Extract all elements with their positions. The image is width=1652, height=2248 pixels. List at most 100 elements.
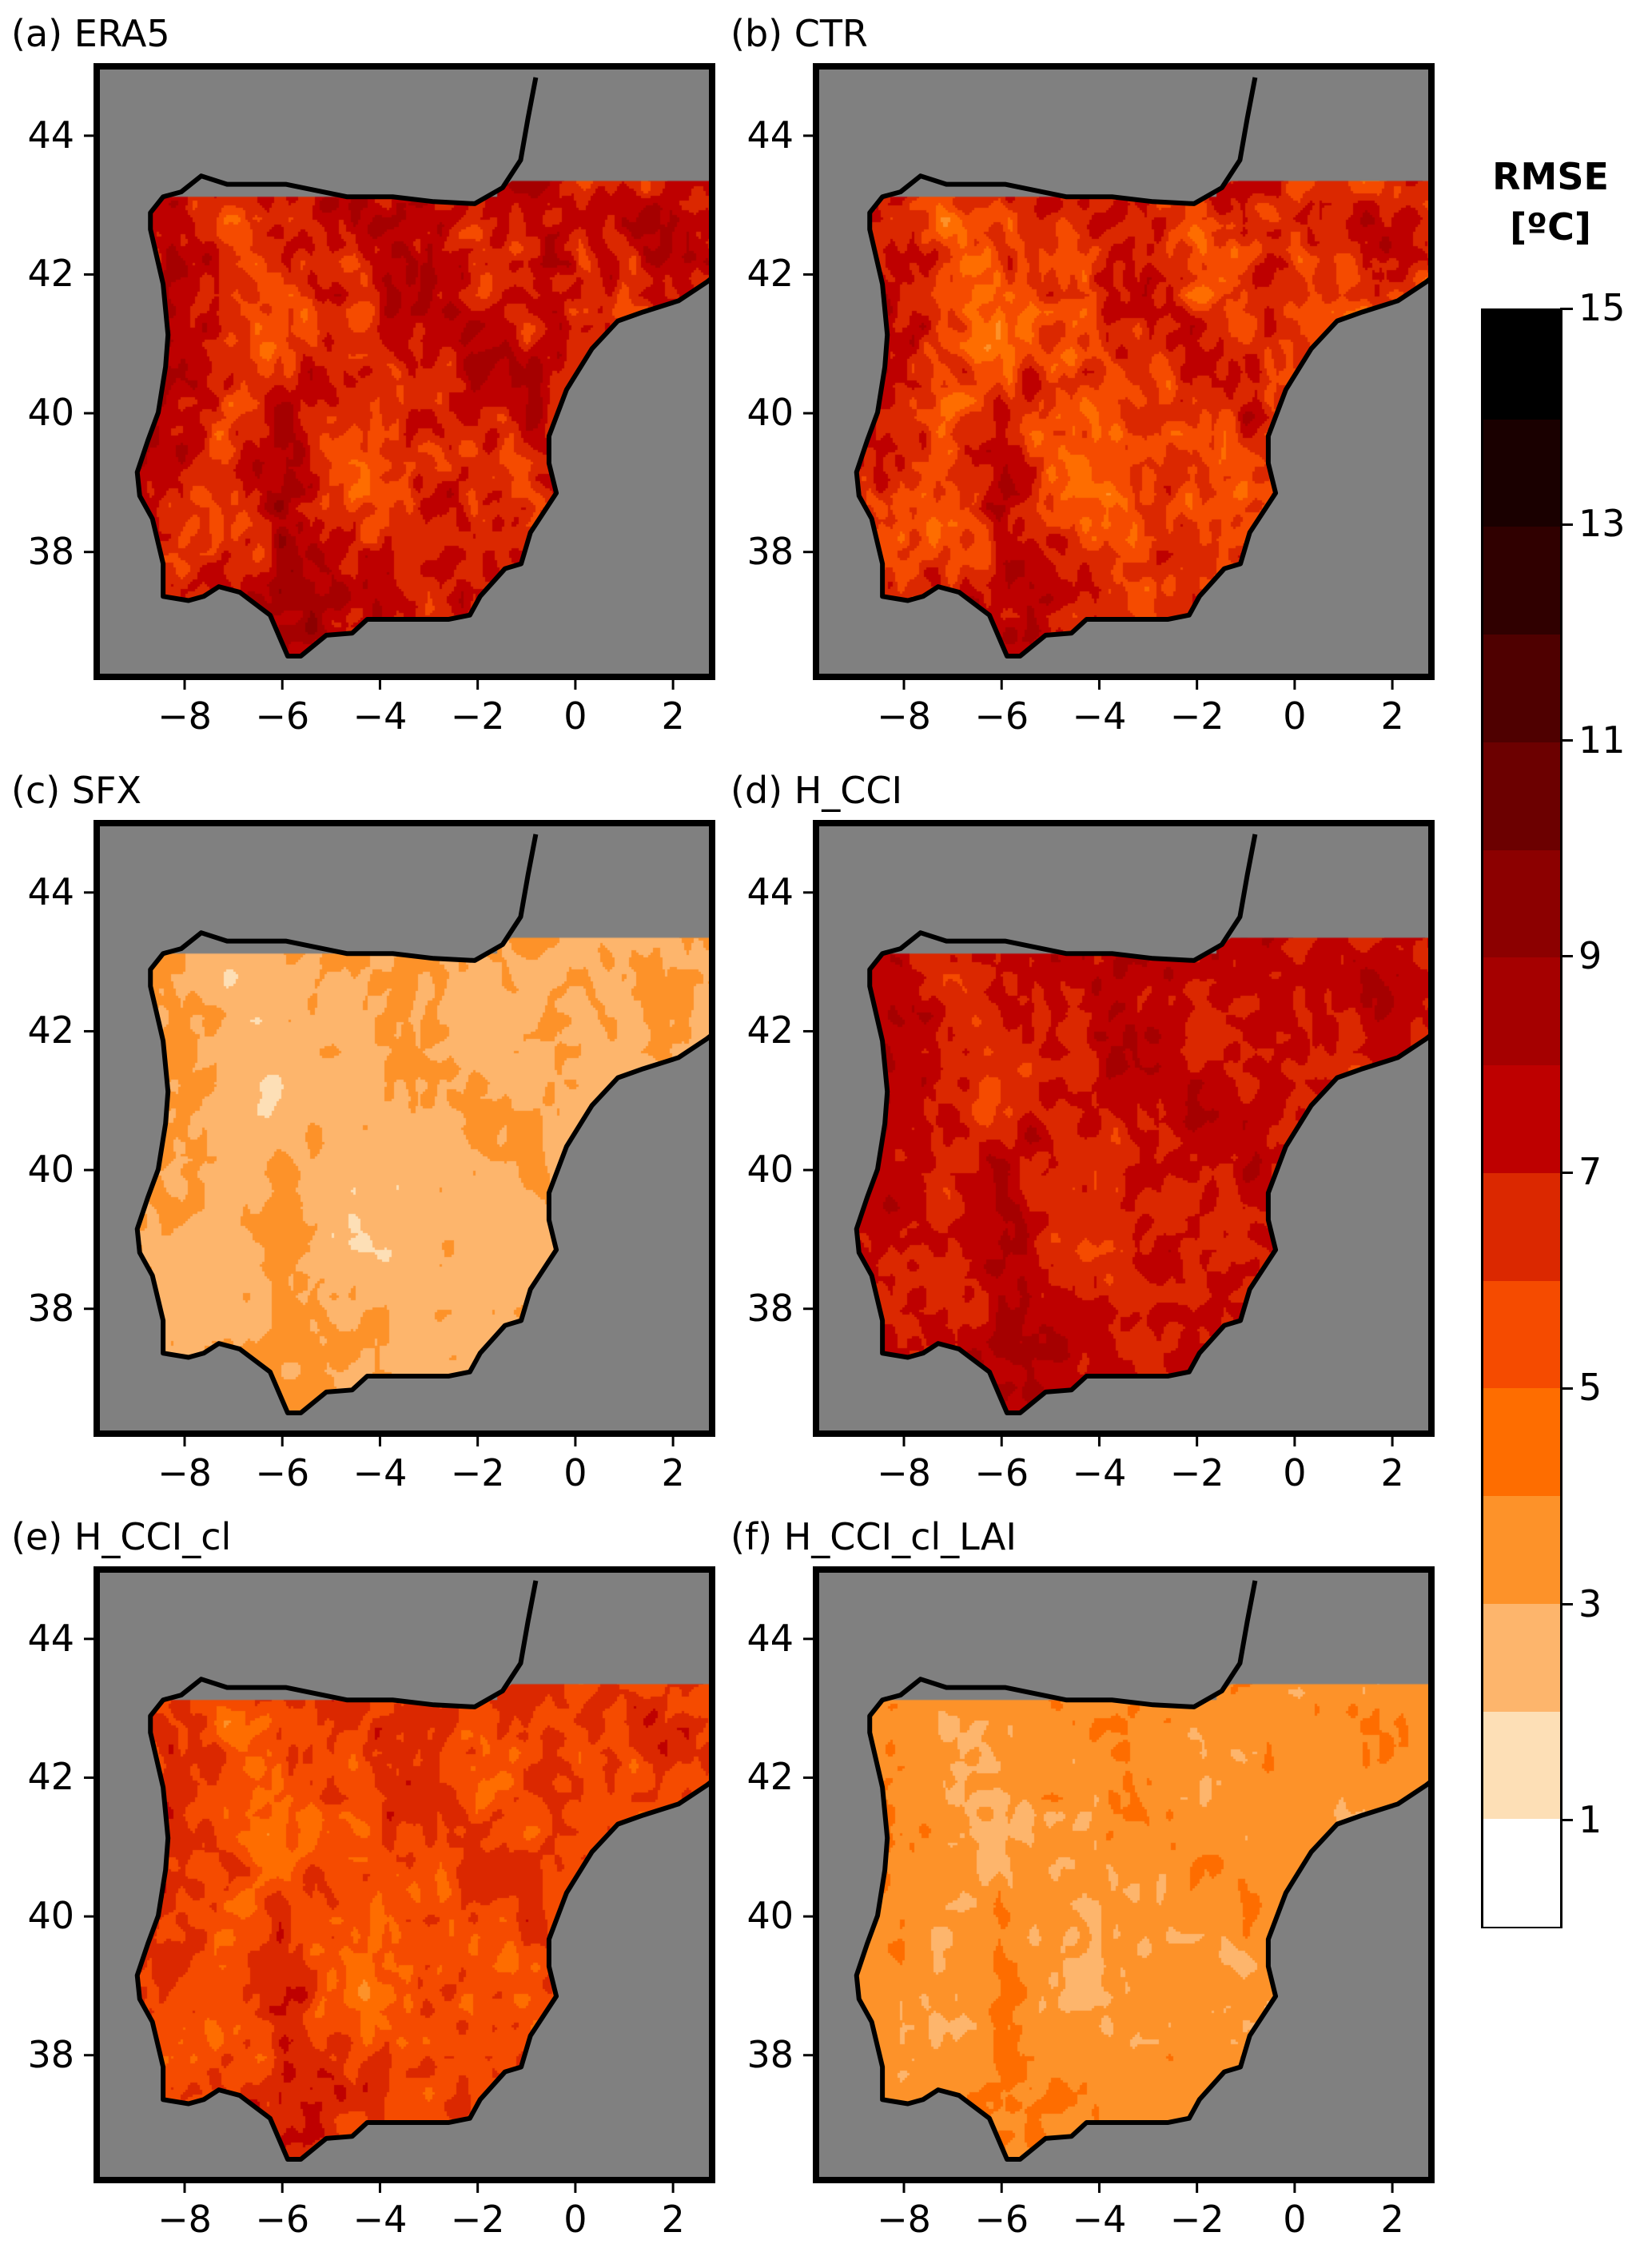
x-tick-label: 2 <box>661 694 685 738</box>
x-tick-label: −4 <box>1072 1451 1127 1494</box>
y-tick-label: 38 <box>746 1286 794 1330</box>
x-tick-label: 0 <box>1283 694 1307 738</box>
y-tick-label: 42 <box>27 1009 74 1052</box>
panel-title: (c) SFX <box>11 769 141 812</box>
colorbar-tick-label: 1 <box>1578 1797 1602 1841</box>
panel-title: (d) H_CCI <box>730 769 903 812</box>
colorbar-band <box>1483 849 1560 958</box>
map-overlay <box>803 1566 1435 2193</box>
x-tick-label: 2 <box>661 1451 685 1494</box>
x-tick-label: −8 <box>877 1451 931 1494</box>
colorbar-tick-label: 3 <box>1578 1582 1602 1625</box>
colorbar-tick-mark <box>1560 1171 1573 1174</box>
x-tick-label: −2 <box>450 694 505 738</box>
axes-frame <box>813 1566 1435 2183</box>
x-tick-label: −6 <box>255 2198 310 2241</box>
x-tick-label: 2 <box>661 2198 685 2241</box>
map-overlay <box>803 63 1435 690</box>
y-tick-label: 42 <box>746 252 794 296</box>
colorbar-tick-mark <box>1560 523 1573 526</box>
x-tick-label: 0 <box>563 1451 587 1494</box>
colorbar-band <box>1483 1064 1560 1173</box>
y-tick-label: 44 <box>27 113 74 157</box>
colorbar-tick-mark <box>1560 739 1573 742</box>
y-tick-label: 44 <box>27 869 74 913</box>
axes-frame <box>813 820 1435 1437</box>
x-tick-label: −8 <box>157 2198 212 2241</box>
x-tick-label: −8 <box>877 694 931 738</box>
y-tick-label: 40 <box>746 1148 794 1192</box>
x-tick-label: 2 <box>1380 1451 1404 1494</box>
axes-frame <box>94 820 715 1437</box>
x-tick-label: −4 <box>352 2198 408 2241</box>
colorbar-tick-label: 5 <box>1578 1366 1602 1410</box>
map-panel: −8 −6 −4 −2 0 2 38 40 42 44 <box>746 1566 1435 2238</box>
panel-title: (e) H_CCI_cl <box>11 1515 232 1558</box>
y-tick-label: 44 <box>746 869 794 913</box>
coastline <box>854 1580 1433 2162</box>
colorbar-band <box>1483 1495 1560 1604</box>
colorbar-band <box>1483 1602 1560 1712</box>
colorbar-tick-mark <box>1560 307 1573 310</box>
coastline <box>854 834 1433 1415</box>
x-tick-label: −2 <box>450 2198 505 2241</box>
y-tick-label: 42 <box>27 252 74 296</box>
x-tick-label: −8 <box>157 694 212 738</box>
y-tick-label: 40 <box>27 391 74 435</box>
x-tick-label: 2 <box>1380 694 1404 738</box>
x-tick-label: −2 <box>1169 1451 1224 1494</box>
x-tick-label: 0 <box>563 694 587 738</box>
x-tick-label: −8 <box>877 2198 931 2241</box>
colorbar-tick-label: 9 <box>1578 933 1602 977</box>
x-tick-label: 0 <box>1283 1451 1307 1494</box>
y-tick-label: 44 <box>746 1616 794 1660</box>
coastline <box>134 1580 714 2162</box>
map-panel: −8 −6 −4 −2 0 2 38 40 42 44 <box>27 820 715 1491</box>
x-tick-label: −6 <box>974 694 1029 738</box>
y-tick-label: 40 <box>27 1894 74 1938</box>
colorbar-tick-label: 15 <box>1578 286 1626 329</box>
x-tick-label: −4 <box>1072 2198 1127 2241</box>
x-tick-label: −4 <box>1072 694 1127 738</box>
colorbar-tick-mark <box>1560 1603 1573 1606</box>
colorbar-unit: [ºC] <box>1510 205 1591 249</box>
colorbar-band <box>1483 741 1560 850</box>
y-tick-label: 40 <box>746 391 794 435</box>
colorbar-band <box>1483 1279 1560 1389</box>
colorbar <box>1481 308 1562 1928</box>
axes-frame <box>813 63 1435 680</box>
colorbar-band <box>1483 418 1560 527</box>
colorbar-title: RMSE <box>1492 155 1609 198</box>
x-tick-label: −6 <box>974 2198 1029 2241</box>
colorbar-tick-label: 13 <box>1578 502 1626 546</box>
colorbar-tick-label: 7 <box>1578 1150 1602 1194</box>
y-tick-label: 42 <box>746 1755 794 1799</box>
x-tick-label: −4 <box>352 1451 408 1494</box>
map-panel: −8 −6 −4 −2 0 2 38 40 42 44 <box>27 1566 715 2238</box>
y-tick-label: 44 <box>27 1616 74 1660</box>
panel-title: (b) CTR <box>730 12 868 55</box>
panel-title: (a) ERA5 <box>11 12 170 55</box>
x-tick-label: −6 <box>255 694 310 738</box>
x-tick-label: −2 <box>1169 694 1224 738</box>
colorbar-band <box>1483 526 1560 635</box>
x-tick-label: −4 <box>352 694 408 738</box>
x-tick-label: −2 <box>450 1451 505 1494</box>
map-overlay <box>84 63 715 690</box>
rmse-field <box>97 823 712 1434</box>
y-tick-label: 42 <box>27 1755 74 1799</box>
y-tick-label: 44 <box>746 113 794 157</box>
panel-title: (f) H_CCI_cl_LAI <box>730 1515 1017 1558</box>
rmse-field <box>97 1570 712 2180</box>
colorbar-band <box>1483 1818 1560 1927</box>
x-tick-label: −2 <box>1169 2198 1224 2241</box>
coastline <box>134 77 714 658</box>
y-tick-label: 38 <box>27 1286 74 1330</box>
colorbar-band <box>1483 634 1560 742</box>
y-tick-label: 40 <box>27 1148 74 1192</box>
axes-frame <box>94 63 715 680</box>
map-overlay <box>803 820 1435 1446</box>
colorbar-tick-mark <box>1560 955 1573 958</box>
axes-frame <box>94 1566 715 2183</box>
rmse-field <box>97 66 712 677</box>
